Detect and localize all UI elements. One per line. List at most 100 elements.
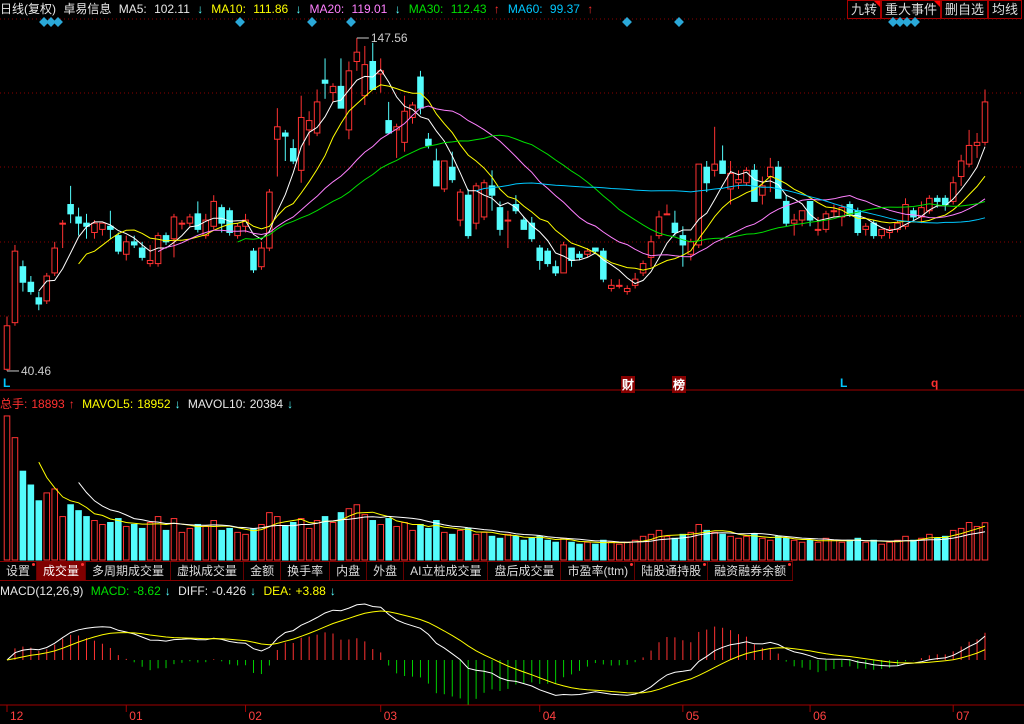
candle-body [274, 126, 281, 140]
volume-bar [727, 535, 734, 561]
candle-body [456, 191, 464, 221]
volume-bar [75, 510, 82, 561]
major-events-button[interactable]: 重大事件 [880, 0, 941, 19]
period-label[interactable]: 日线(复权) [0, 2, 56, 16]
volume-bar [981, 522, 989, 561]
candle-body [719, 160, 726, 174]
volume-bar [146, 522, 154, 561]
volume-bar [154, 516, 162, 561]
volume-bar [51, 488, 58, 561]
candle-body [759, 185, 766, 196]
mavol5: 18952 [137, 397, 171, 411]
volume-bar [361, 514, 369, 561]
tab-7[interactable]: 外盘 [367, 562, 405, 580]
tab-0[interactable]: 设置 [0, 562, 38, 580]
flag-financial[interactable]: 财 [621, 376, 636, 393]
candle-body [806, 200, 814, 221]
low-price-label: 40.46 [21, 364, 51, 378]
candle-body [472, 185, 480, 224]
candle-body [393, 126, 400, 131]
candle-body [75, 216, 82, 224]
candle-body [91, 222, 98, 233]
volume-bar [512, 535, 520, 561]
flag-ranking[interactable]: 榜 [672, 376, 687, 393]
flag-l-2[interactable]: L [840, 376, 848, 390]
candle-body [441, 160, 448, 190]
tab-10[interactable]: 市盈率(ttm) [561, 562, 636, 580]
volume-bar [480, 531, 488, 561]
tab-6[interactable]: 内盘 [330, 562, 368, 580]
date-tick-label: 01 [129, 709, 143, 723]
tab-12[interactable]: 融资融券余额 [708, 562, 794, 580]
candle-body [981, 101, 989, 143]
volume-bar [957, 527, 965, 561]
candle-body [830, 210, 838, 213]
candle-body [138, 247, 146, 258]
tab-5[interactable]: 换手率 [281, 562, 331, 580]
candle-body [655, 216, 663, 237]
ma-label: MA30: [408, 2, 444, 16]
dea-label: DEA: [263, 584, 292, 598]
tab-1[interactable]: 成交量 [37, 562, 87, 580]
candle-body [902, 204, 909, 227]
volume-bar [608, 541, 615, 561]
volume-bar [782, 537, 790, 561]
nine-turn-button[interactable]: 九转 [846, 0, 881, 19]
candle-body [934, 197, 941, 202]
volume-bar [870, 539, 877, 561]
volume-bar [838, 541, 846, 561]
volume-bar [417, 523, 424, 561]
volume-bar [941, 535, 949, 561]
candle-body [186, 216, 194, 224]
arrow-up-icon: ↑ [68, 397, 75, 411]
volume-bar [218, 529, 225, 561]
volume-bar [464, 527, 472, 561]
mavol5-line [38, 461, 986, 544]
candle-body [488, 185, 496, 196]
date-tick-label: 03 [383, 709, 398, 723]
ma20-line [157, 105, 986, 258]
volume-bar [130, 523, 138, 561]
volume-bar [43, 492, 51, 561]
ma60-line [475, 182, 986, 224]
volume-bar [377, 523, 384, 561]
date-tick-label: 02 [248, 709, 262, 723]
volume-bar [759, 537, 766, 561]
volume-bar [806, 539, 814, 561]
volume-bar [393, 525, 400, 561]
candle-body [19, 266, 27, 283]
toolbar-right: 九转 重大事件 删自选 均线 [846, 0, 1022, 19]
tab-11[interactable]: 陆股通持股 [635, 562, 709, 580]
volume-bar [67, 504, 74, 561]
mavol10-line [78, 482, 986, 543]
flag-l[interactable]: L [3, 376, 11, 390]
tab-9[interactable]: 盘后成交量 [488, 562, 562, 580]
ma-legend: MA5: 102.11 ↓ MA10: 111.86 ↓ MA20: 119.01 … [119, 2, 602, 16]
volume-bar [918, 537, 925, 561]
candle-body [35, 297, 43, 305]
candle-body [130, 241, 138, 246]
candle-body [162, 235, 170, 243]
flag-q[interactable]: q [931, 376, 939, 390]
candle-body [43, 275, 51, 302]
volume-bar [576, 543, 583, 561]
macd-label: MACD: [90, 584, 130, 598]
volume-bar [305, 527, 313, 561]
ma-label: MA60: [507, 2, 543, 16]
candle-body [210, 200, 218, 227]
volume-bar [433, 520, 440, 561]
tab-3[interactable]: 虚拟成交量 [171, 562, 245, 580]
candle-body [448, 166, 456, 181]
arrow-down-icon: ↓ [250, 584, 257, 598]
tab-4[interactable]: 金额 [244, 562, 282, 580]
candle-body [409, 104, 416, 118]
volume-bar [560, 537, 567, 561]
date-tick-label: 05 [685, 709, 700, 723]
volume-bar [647, 533, 655, 561]
tab-8[interactable]: AI立桩成交量 [404, 562, 489, 580]
tab-2[interactable]: 多周期成交量 [86, 562, 172, 580]
volume-bar [19, 470, 27, 561]
candle-body [965, 144, 973, 165]
candle-body [194, 213, 202, 230]
